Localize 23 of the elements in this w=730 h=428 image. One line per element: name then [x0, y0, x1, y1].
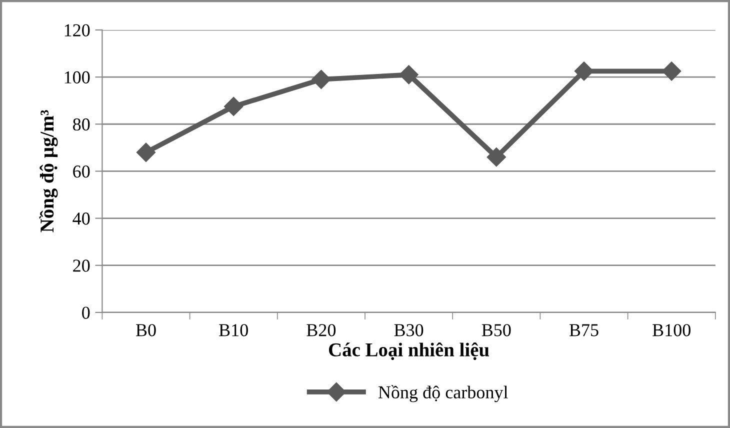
- x-tick-label: B10: [219, 324, 248, 336]
- point: [399, 65, 418, 84]
- x-axis-title: Các Loại nhiên liệu: [328, 342, 490, 360]
- y-tick-label: 20: [73, 260, 90, 272]
- point: [662, 62, 682, 81]
- y-tick-label: 100: [64, 71, 90, 84]
- x-tick-label: B50: [482, 324, 511, 336]
- y-tick-label: 120: [64, 24, 90, 36]
- y-tick-label: 60: [73, 165, 90, 178]
- legend-label: Nồng độ carbonyl: [378, 385, 508, 402]
- x-tick-label: B75: [569, 324, 598, 336]
- y-axis-title: Nồng độ µg/m³: [39, 110, 58, 232]
- point: [224, 96, 244, 116]
- x-tick-label: B100: [652, 324, 690, 336]
- y-tick-label: 80: [73, 118, 90, 131]
- point: [486, 148, 506, 167]
- point: [136, 142, 156, 162]
- y-tick-label: 40: [72, 212, 90, 225]
- x-tick-label: B20: [306, 324, 336, 336]
- x-tick-label: B0: [136, 324, 156, 336]
- y-tick-label: 0: [82, 306, 90, 319]
- x-tick-label: B30: [394, 324, 424, 336]
- point: [312, 70, 331, 89]
